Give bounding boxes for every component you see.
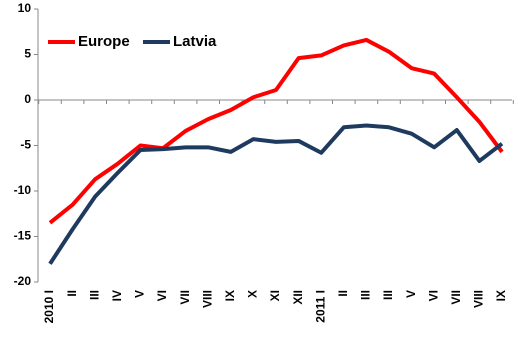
- x-tick-label: X: [246, 290, 260, 298]
- y-tick-label: -15: [14, 229, 32, 243]
- x-tick-label: III: [381, 290, 395, 300]
- x-tick-label: IV: [110, 290, 124, 301]
- x-tick-label: VII: [178, 290, 192, 305]
- x-tick-label: IX: [223, 290, 237, 301]
- legend-label: Europe: [78, 33, 130, 50]
- x-tick-label: IX: [494, 290, 508, 301]
- series-line: [48, 123, 504, 265]
- x-tick-label: VI: [155, 290, 169, 301]
- x-tick-label: III: [359, 290, 373, 300]
- x-tick-label: V: [404, 290, 418, 298]
- x-tick-label: II: [65, 290, 79, 297]
- x-tick-label: II: [336, 290, 350, 297]
- y-tick-label: -20: [14, 274, 32, 288]
- x-tick-label: V: [133, 290, 147, 298]
- x-tick-label: XII: [291, 290, 305, 305]
- y-tick-label: 10: [18, 1, 32, 15]
- y-tick-label: 5: [24, 47, 31, 61]
- y-tick-label: -5: [20, 138, 31, 152]
- legend-label: Latvia: [173, 33, 217, 50]
- x-tick-label: 2011 I: [313, 290, 327, 323]
- y-tick-label: 0: [24, 92, 31, 106]
- y-tick-label: -10: [14, 183, 32, 197]
- series-line: [48, 37, 504, 225]
- x-tick-label: VIII: [200, 290, 214, 308]
- x-tick-label: VIII: [472, 290, 486, 308]
- x-tick-label: VII: [449, 290, 463, 305]
- x-tick-label: XI: [268, 290, 282, 301]
- x-tick-label: 2010 I: [42, 290, 56, 323]
- x-tick-label: III: [87, 290, 101, 300]
- x-tick-label: VI: [426, 290, 440, 301]
